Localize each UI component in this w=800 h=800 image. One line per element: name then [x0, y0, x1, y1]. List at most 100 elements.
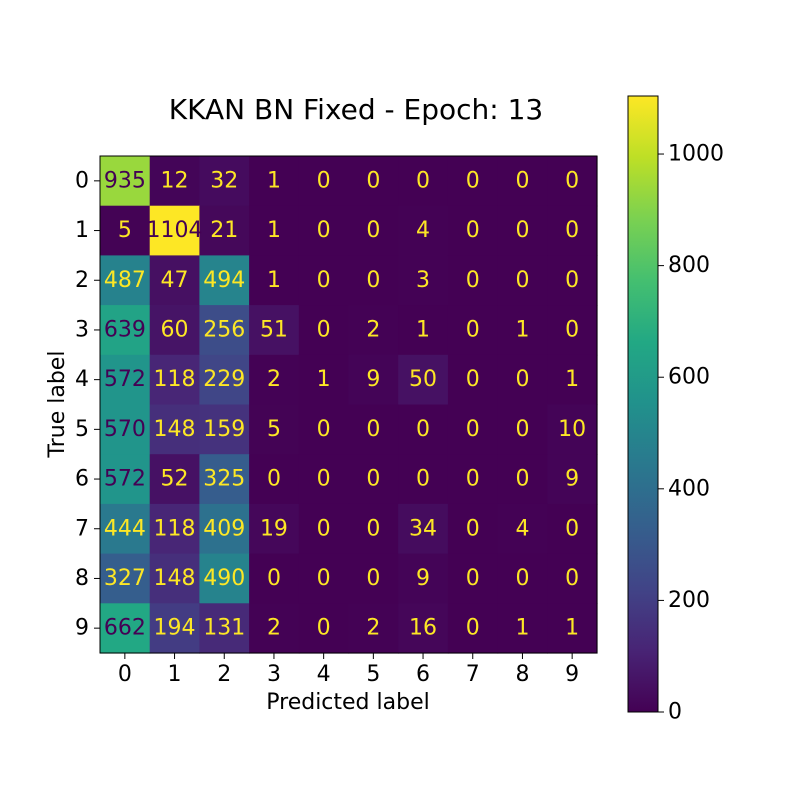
- heatmap-cell: [100, 354, 151, 406]
- cell-value-label: 494: [203, 268, 245, 293]
- heatmap-cell: [249, 503, 300, 555]
- heatmap-cell: [249, 205, 300, 256]
- y-tick-label: 4: [75, 367, 89, 392]
- cell-value-label: 0: [515, 218, 529, 243]
- cell-value-label: 1: [565, 367, 579, 392]
- cell-value-label: 409: [203, 516, 245, 541]
- cell-value-label: 0: [565, 566, 579, 591]
- heatmap-cell: [447, 305, 499, 356]
- cell-value-label: 572: [104, 367, 146, 392]
- heatmap-cell: [398, 255, 449, 306]
- cell-value-label: 131: [203, 616, 245, 641]
- heatmap-cell: [547, 454, 598, 505]
- heatmap-cell: [149, 305, 200, 356]
- colorbar-tick-label: 0: [668, 700, 682, 725]
- heatmap-cell: [199, 454, 250, 505]
- cell-value-label: 9: [366, 367, 380, 392]
- heatmap-cell: [497, 354, 548, 406]
- heatmap-cell: [100, 156, 151, 207]
- heatmap-cell: [348, 205, 399, 256]
- heatmap-cell: [447, 503, 499, 555]
- heatmap-cell: [447, 255, 499, 306]
- heatmap-cell: [547, 156, 598, 207]
- cell-value-label: 0: [317, 218, 331, 243]
- cell-value-label: 0: [466, 417, 480, 442]
- heatmap-cell: [547, 354, 598, 406]
- cell-value-label: 0: [366, 417, 380, 442]
- cell-value-label: 0: [466, 268, 480, 293]
- cell-value-label: 0: [565, 168, 579, 193]
- cell-value-label: 47: [161, 268, 189, 293]
- heatmap-cell: [149, 354, 200, 406]
- cell-value-label: 327: [104, 566, 146, 591]
- heatmap-cell: [199, 156, 250, 207]
- cell-value-label: 0: [565, 268, 579, 293]
- cell-value-label: 229: [203, 367, 245, 392]
- cell-value-label: 118: [154, 367, 196, 392]
- cell-value-label: 570: [104, 417, 146, 442]
- y-tick-label: 2: [75, 268, 89, 293]
- heatmap-cell: [298, 404, 350, 455]
- x-tick-label: 4: [317, 662, 331, 687]
- cell-value-label: 0: [366, 516, 380, 541]
- cell-value-label: 0: [317, 566, 331, 591]
- cell-value-label: 0: [466, 516, 480, 541]
- cell-value-label: 50: [409, 367, 437, 392]
- x-tick-label: 3: [267, 662, 281, 687]
- cell-value-label: 2: [267, 367, 281, 392]
- heatmap-cell: [149, 255, 200, 306]
- heatmap-cell: [298, 454, 350, 505]
- heatmap-cell: [199, 205, 250, 256]
- heatmap-cell: [398, 156, 449, 207]
- heatmap-cell: [149, 503, 200, 555]
- heatmap-cell: [100, 503, 151, 555]
- heatmap-cells: [100, 156, 598, 654]
- heatmap-cell: [447, 553, 499, 604]
- heatmap-cell: [199, 553, 250, 604]
- cell-value-label: 0: [267, 566, 281, 591]
- cell-value-label: 639: [104, 317, 146, 342]
- heatmap-cell: [348, 354, 399, 406]
- cell-value-label: 0: [565, 317, 579, 342]
- cell-value-label: 9: [416, 566, 430, 591]
- cell-value-label: 1: [267, 168, 281, 193]
- cell-value-label: 60: [161, 317, 189, 342]
- colorbar-tick-label: 200: [668, 588, 710, 613]
- heatmap-cell: [348, 503, 399, 555]
- cell-value-label: 3: [416, 268, 430, 293]
- heatmap-cell: [298, 205, 350, 256]
- cell-value-label: 0: [317, 467, 331, 492]
- heatmap-cell: [298, 156, 350, 207]
- heatmap-cell: [547, 603, 598, 654]
- heatmap-cell: [348, 603, 399, 654]
- cell-value-label: 1: [515, 317, 529, 342]
- cell-value-label: 0: [466, 367, 480, 392]
- heatmap-cell: [447, 156, 499, 207]
- heatmap-cell: [497, 305, 548, 356]
- cell-value-label: 1: [317, 367, 331, 392]
- heatmap-cell: [149, 156, 200, 207]
- cell-value-label: 118: [154, 516, 196, 541]
- heatmap-cell: [398, 404, 449, 455]
- heatmap-cell: [348, 305, 399, 356]
- cell-value-label: 34: [409, 516, 437, 541]
- heatmap-cell: [249, 305, 300, 356]
- cell-value-label: 0: [366, 467, 380, 492]
- x-tick-label: 0: [118, 662, 132, 687]
- cell-value-label: 0: [565, 218, 579, 243]
- cell-value-label: 0: [466, 566, 480, 591]
- cell-value-label: 444: [104, 516, 146, 541]
- heatmap-cell: [100, 404, 151, 455]
- heatmap-cell: [348, 156, 399, 207]
- cell-value-label: 2: [366, 317, 380, 342]
- heatmap-cell: [100, 553, 151, 604]
- x-axis-ticks: 0 1 2 3 4 5 6 7 8 9: [118, 653, 579, 687]
- cell-value-label: 10: [558, 417, 586, 442]
- cell-value-label: 0: [366, 268, 380, 293]
- cell-value-label: 19: [260, 516, 288, 541]
- cell-value-label: 16: [409, 616, 437, 641]
- heatmap-cell: [348, 404, 399, 455]
- cell-value-label: 0: [515, 566, 529, 591]
- heatmap-cell: [298, 354, 350, 406]
